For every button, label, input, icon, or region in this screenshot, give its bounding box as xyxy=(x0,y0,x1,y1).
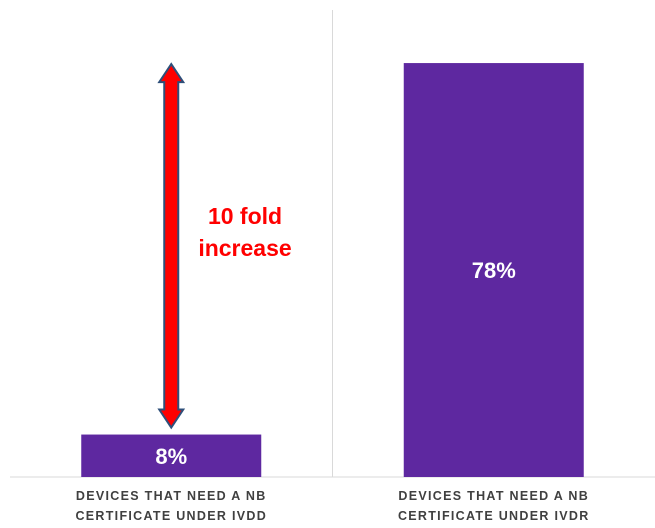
x-tick-label-1-line-1: DEVICES THAT NEED A NB xyxy=(76,489,267,503)
x-tick-label-2-line-1: DEVICES THAT NEED A NB xyxy=(398,489,589,503)
x-tick-label-1-line-2: CERTIFICATE UNDER IVDD xyxy=(75,509,267,523)
data-label-1: 8% xyxy=(155,444,187,469)
double-arrow-annotation xyxy=(157,62,186,430)
bar-2 xyxy=(403,63,584,478)
data-label-2: 78% xyxy=(472,258,516,283)
annotation-text-line-2: increase xyxy=(198,235,291,261)
annotation-text-line-1: 10 fold xyxy=(208,203,282,229)
bar-1 xyxy=(81,434,262,477)
x-tick-label-2-line-2: CERTIFICATE UNDER IVDR xyxy=(398,509,590,523)
